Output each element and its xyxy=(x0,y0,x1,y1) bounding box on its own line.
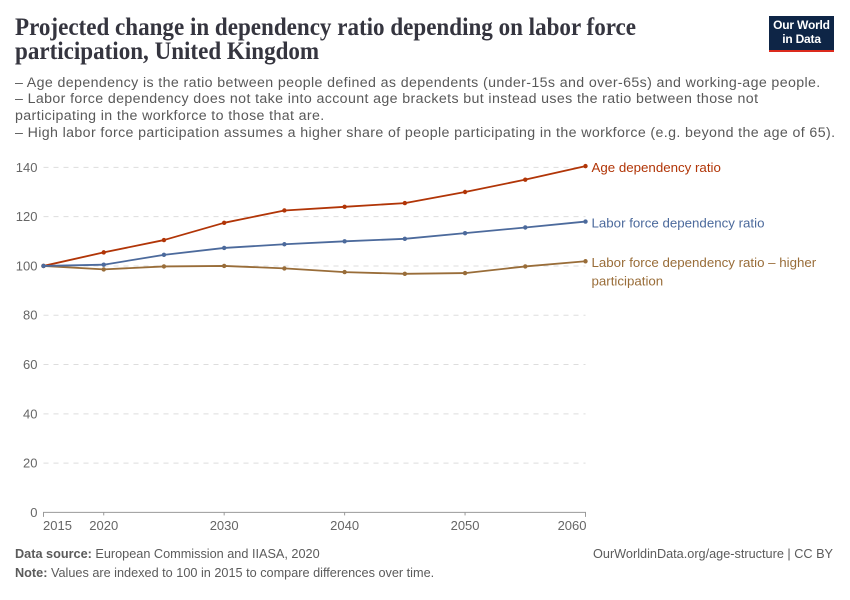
series-point-age-dependency-ratio-2055[interactable] xyxy=(523,177,528,182)
series-labor-force-dependency-ratio-higher-participation[interactable]: Labor force dependency ratio – higher par… xyxy=(41,255,817,289)
series-point-labor-force-dependency-ratio-higher-participation-2030[interactable] xyxy=(221,263,227,269)
x-tick-label-2060: 2060 xyxy=(558,518,587,533)
series-point-labor-force-dependency-ratio-higher-participation-2055[interactable] xyxy=(523,264,528,269)
series-point-labor-force-dependency-ratio-higher-participation-2060[interactable] xyxy=(583,259,588,264)
chart-header: Projected change in dependency ratio dep… xyxy=(15,11,765,64)
series-point-labor-force-dependency-ratio-higher-participation-2025[interactable] xyxy=(161,264,167,269)
series-age-dependency-ratio[interactable]: Age dependency ratio xyxy=(41,160,721,269)
series-point-age-dependency-ratio-2060[interactable] xyxy=(583,163,588,169)
owid-logo-text: Our World in Data xyxy=(773,18,830,46)
series-point-age-dependency-ratio-2020[interactable] xyxy=(101,250,106,255)
series-label-age-dependency-ratio: Age dependency ratio xyxy=(592,160,721,175)
x-tick-label-2040: 2040 xyxy=(330,518,359,533)
data-source-label: Data source: xyxy=(15,547,92,561)
series-point-labor-force-dependency-ratio-2035[interactable] xyxy=(282,242,287,247)
x-tick-label-2015: 2015 xyxy=(43,518,72,533)
x-tick-label-2030: 2030 xyxy=(210,518,239,533)
series-point-age-dependency-ratio-2035[interactable] xyxy=(282,208,287,213)
owid-link[interactable]: OurWorldinData.org/age-structure | CC BY xyxy=(593,547,833,561)
series-point-labor-force-dependency-ratio-2030[interactable] xyxy=(221,245,227,251)
series-point-labor-force-dependency-ratio-2040[interactable] xyxy=(342,239,347,244)
series-point-labor-force-dependency-ratio-2045[interactable] xyxy=(402,236,408,242)
x-tick-label-2050: 2050 xyxy=(451,518,480,533)
series-point-labor-force-dependency-ratio-higher-participation-2035[interactable] xyxy=(282,266,287,271)
series-point-labor-force-dependency-ratio-2025[interactable] xyxy=(161,252,167,258)
y-tick-label-20: 20 xyxy=(23,456,37,471)
series-point-labor-force-dependency-ratio-2020[interactable] xyxy=(101,262,106,267)
series-point-labor-force-dependency-ratio-higher-participation-2040[interactable] xyxy=(342,269,347,275)
y-tick-label-40: 40 xyxy=(23,406,37,421)
series-line-labor-force-dependency-ratio[interactable] xyxy=(42,220,587,267)
series-point-age-dependency-ratio-2040[interactable] xyxy=(342,204,347,209)
chart-title: Projected change in dependency ratio dep… xyxy=(15,14,636,65)
chart-footer: Data source: European Commission and IIA… xyxy=(15,547,833,580)
y-tick-label-60: 60 xyxy=(23,357,37,372)
y-tick-label-80: 80 xyxy=(23,308,37,323)
series-point-labor-force-dependency-ratio-higher-participation-2050[interactable] xyxy=(462,270,468,276)
series-label-labor-force-dependency-ratio-higher-participation: Labor force dependency ratio – higher xyxy=(592,255,817,270)
series-point-labor-force-dependency-ratio-higher-participation-2020[interactable] xyxy=(101,267,106,272)
chart-note-label: Note: xyxy=(15,565,48,580)
chart-note: Note: Values are indexed to 100 in 2015 … xyxy=(15,566,833,580)
y-tick-label-140: 140 xyxy=(16,160,38,175)
series-point-age-dependency-ratio-2050[interactable] xyxy=(462,189,468,195)
x-tick-label-2020: 2020 xyxy=(89,518,118,533)
chart-subtitle: – Age dependency is the ratio between pe… xyxy=(15,74,836,142)
owid-logo[interactable]: Our World in Data xyxy=(769,15,834,52)
y-tick-label-100: 100 xyxy=(16,258,38,273)
series-point-labor-force-dependency-ratio-2015[interactable] xyxy=(41,263,46,269)
series-line-labor-force-dependency-ratio-higher-participation[interactable] xyxy=(42,260,587,275)
series-labor-force-dependency-ratio[interactable]: Labor force dependency ratio xyxy=(41,215,765,269)
series-label-labor-force-dependency-ratio: Labor force dependency ratio xyxy=(592,215,765,230)
series-point-labor-force-dependency-ratio-2055[interactable] xyxy=(523,225,528,230)
series-point-age-dependency-ratio-2025[interactable] xyxy=(161,237,167,243)
series-point-labor-force-dependency-ratio-higher-participation-2045[interactable] xyxy=(402,271,408,277)
series-point-age-dependency-ratio-2030[interactable] xyxy=(221,220,227,226)
series-point-age-dependency-ratio-2045[interactable] xyxy=(402,200,408,206)
series-point-labor-force-dependency-ratio-2060[interactable] xyxy=(583,219,588,224)
series-point-labor-force-dependency-ratio-2050[interactable] xyxy=(462,230,468,236)
data-source-text: European Commission and IIASA, 2020 xyxy=(91,547,320,561)
chart-note-text: Values are indexed to 100 in 2015 to com… xyxy=(47,565,435,580)
series-label-labor-force-dependency-ratio-higher-participation-line2: participation xyxy=(592,274,664,289)
y-tick-label-120: 120 xyxy=(16,209,38,224)
series-line-age-dependency-ratio[interactable] xyxy=(42,165,587,267)
data-source: Data source: European Commission and IIA… xyxy=(15,547,320,561)
y-tick-label-0: 0 xyxy=(30,505,37,520)
